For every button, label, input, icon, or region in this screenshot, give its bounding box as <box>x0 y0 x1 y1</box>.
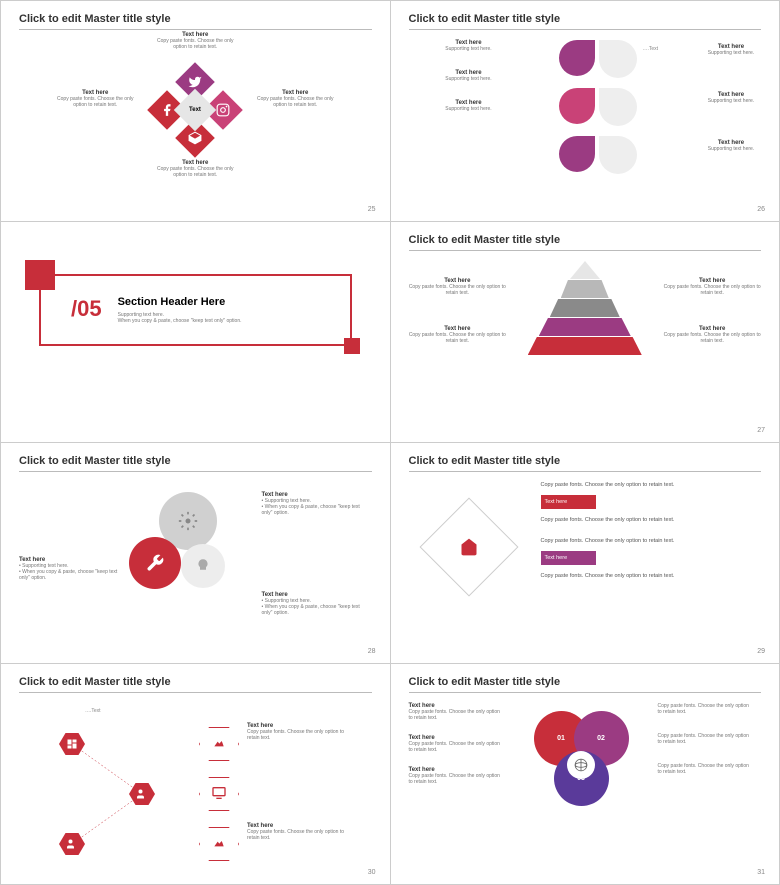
page-number: 25 <box>368 206 376 213</box>
page-number: 28 <box>368 648 376 655</box>
slide-2: Click to edit Master title style Text he… <box>391 1 780 221</box>
slide-4: Click to edit Master title style Text he… <box>391 222 780 442</box>
slide-title: Click to edit Master title style <box>409 676 762 693</box>
slide-title: Click to edit Master title style <box>19 13 372 30</box>
venn-center-icon <box>567 751 595 779</box>
slide-5: Click to edit Master title style Text he… <box>1 443 390 663</box>
petal-icon <box>559 136 595 172</box>
pyramid-chart <box>526 261 643 361</box>
center-square: Text <box>174 89 216 131</box>
diamond-outline <box>409 482 529 612</box>
slide-title: Click to edit Master title style <box>409 13 762 30</box>
venn-diagram: 01 02 03 <box>516 703 646 833</box>
section-box: /05 Section Header Here Supporting text … <box>39 274 352 346</box>
bar-label: Text here <box>541 495 596 509</box>
page-number: 26 <box>757 206 765 213</box>
circle-icon <box>181 544 225 588</box>
slide-title: Click to edit Master title style <box>19 455 372 472</box>
slide-title: Click to edit Master title style <box>19 676 372 693</box>
slide-title: Click to edit Master title style <box>409 234 762 251</box>
bar-label: Text here <box>541 551 596 565</box>
section-header: Section Header Here <box>118 296 242 308</box>
slide-6: Click to edit Master title style Copy pa… <box>391 443 780 663</box>
petal-icon <box>559 88 595 124</box>
hex-icon <box>129 783 155 805</box>
slide-7: Click to edit Master title style ….Text … <box>1 664 390 884</box>
page-number: 31 <box>757 869 765 876</box>
slide-title: Click to edit Master title style <box>409 455 762 472</box>
page-number: 30 <box>368 869 376 876</box>
corner-square <box>344 338 360 354</box>
section-number: /05 <box>71 296 102 322</box>
hex-icon <box>59 833 85 855</box>
circle-icon <box>129 537 181 589</box>
slide-8: Click to edit Master title style Text he… <box>391 664 780 884</box>
petal-icon <box>559 40 595 76</box>
slide-1: Click to edit Master title style Text he… <box>1 1 390 221</box>
page-number: 29 <box>757 648 765 655</box>
corner-square <box>25 260 55 290</box>
page-number: 27 <box>757 427 765 434</box>
slide-3: /05 Section Header Here Supporting text … <box>1 222 390 442</box>
hex-icon <box>59 733 85 755</box>
